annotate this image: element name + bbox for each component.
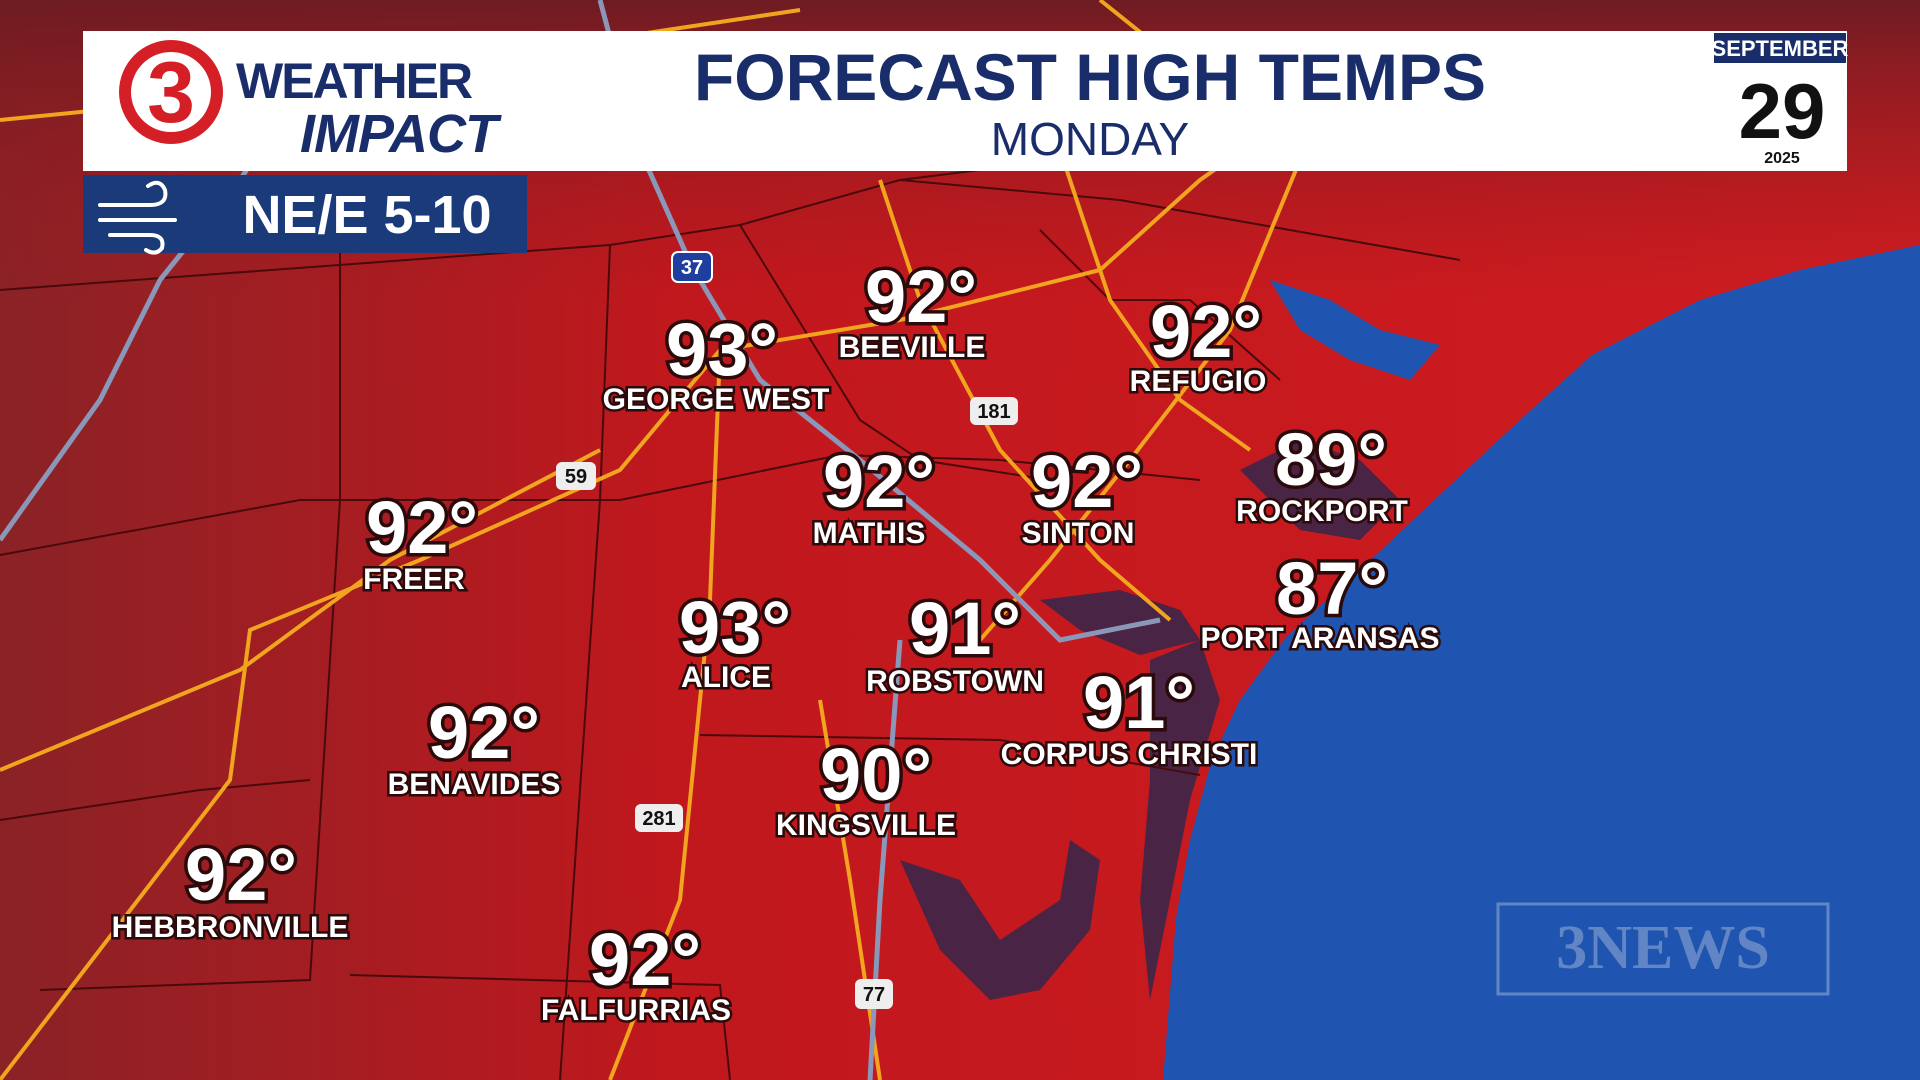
wind-text: NE/E 5-10 [242, 185, 491, 245]
temp: 92° [589, 918, 701, 1001]
date-month-bar [1714, 33, 1846, 63]
logo-number: 3 [147, 45, 195, 141]
bay [1040, 590, 1200, 655]
shield-label: 59 [565, 466, 587, 488]
temp: 92° [185, 833, 297, 916]
shield-label: 77 [863, 984, 885, 1006]
bay [1240, 440, 1400, 540]
wind-icon [98, 180, 177, 255]
laguna [1140, 640, 1220, 1000]
city: ROBSTOWN [866, 665, 1044, 698]
shield-label: 181 [977, 401, 1010, 423]
cities: 93° GEORGE WEST 92° BEEVILLE 92° REFUGIO… [109, 252, 1442, 1030]
temp: 92° [428, 691, 540, 774]
date-year: 2025 [1764, 150, 1800, 167]
temp: 87° [1276, 547, 1388, 630]
temp: 89° [1275, 418, 1387, 501]
watermark: 3NEWS [1496, 902, 1830, 996]
city: SINTON [1022, 517, 1135, 550]
date-month: SEPTEMBER [1712, 36, 1849, 61]
temp: 92° [823, 440, 935, 523]
gulf [1163, 245, 1920, 1080]
watermark-box [1496, 902, 1830, 996]
temp: 93° [666, 308, 778, 391]
logo-line2: IMPACT [300, 104, 502, 164]
watermark-text: 3NEWS [1556, 914, 1770, 982]
bay [900, 840, 1100, 1000]
temp: 92° [1150, 290, 1262, 373]
city: FALFURRIAS [541, 994, 731, 1027]
temp: 91° [1083, 661, 1195, 744]
city: ALICE [681, 661, 771, 694]
city: CORPUS CHRISTI [1001, 738, 1258, 771]
header-bar [83, 31, 1847, 171]
city: BENAVIDES [388, 768, 561, 801]
city: KINGSVILLE [776, 809, 956, 842]
header: 3 WEATHER IMPACT FORECAST HIGH TEMPS MON… [83, 31, 1849, 171]
temp: 91° [909, 587, 1021, 670]
shield-label: 37 [681, 257, 703, 279]
temp: 92° [1031, 440, 1143, 523]
temp: 90° [820, 733, 932, 816]
title: FORECAST HIGH TEMPS [694, 40, 1486, 114]
shield-label: 281 [642, 808, 675, 830]
city: GEORGE WEST [603, 383, 830, 416]
highway-shields: 37 181 59 281 77 [556, 251, 1018, 1009]
date-day: 29 [1739, 67, 1826, 155]
city: REFUGIO [1130, 365, 1267, 398]
logo-line1: WEATHER [236, 53, 473, 109]
city: ROCKPORT [1236, 495, 1408, 528]
wind-box: NE/E 5-10 [83, 175, 527, 255]
city: FREER [363, 563, 465, 596]
temp: 92° [366, 486, 478, 569]
shield [556, 462, 596, 490]
bay [1270, 280, 1440, 380]
shield [635, 804, 683, 832]
shield [855, 979, 893, 1009]
temp: 93° [679, 586, 791, 669]
city: MATHIS [813, 517, 926, 550]
city: BEEVILLE [839, 331, 986, 364]
city: PORT ARANSAS [1201, 622, 1440, 655]
shield [970, 397, 1018, 425]
logo-ring [131, 52, 211, 132]
city: HEBBRONVILLE [112, 911, 349, 944]
temp: 92° [865, 255, 977, 338]
wind-bg [83, 175, 527, 253]
shield [671, 251, 713, 283]
subtitle: MONDAY [991, 113, 1190, 165]
